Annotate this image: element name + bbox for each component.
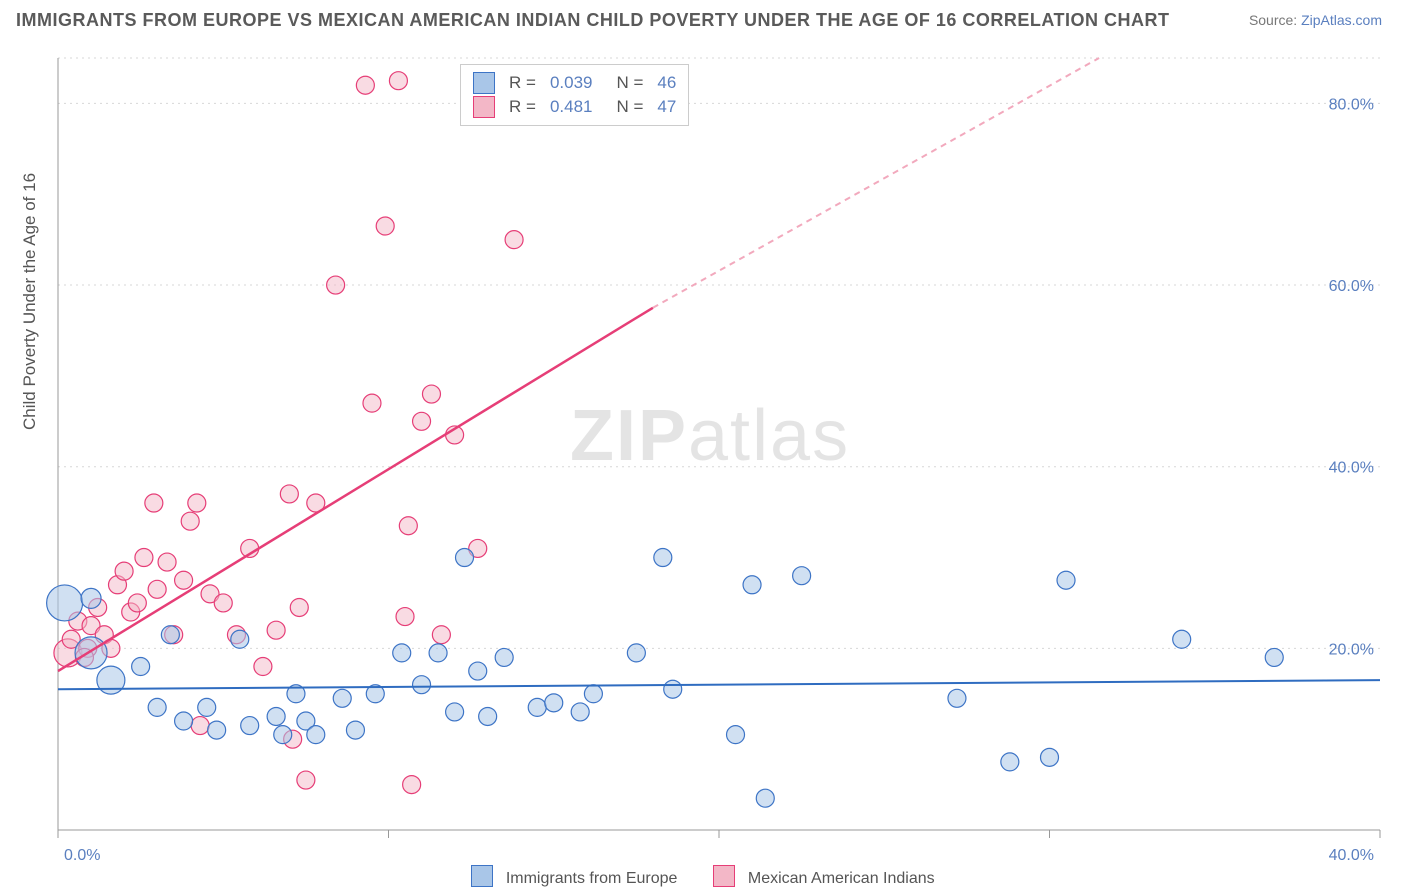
legend-label-b: Mexican American Indians — [748, 870, 935, 887]
legend-swatch-a — [471, 865, 493, 887]
legend-label-a: Immigrants from Europe — [506, 870, 678, 887]
legend-item-a: Immigrants from Europe — [471, 865, 677, 888]
x-legend: Immigrants from Europe Mexican American … — [0, 865, 1406, 888]
plot-svg: 20.0% 40.0% 60.0% 80.0% 0.0% 40.0% — [0, 0, 1406, 892]
svg-text:40.0%: 40.0% — [1329, 847, 1374, 864]
svg-text:60.0%: 60.0% — [1329, 278, 1374, 295]
correlation-legend-box: R =0.039N =46R =0.481N =47 — [460, 64, 689, 126]
svg-text:20.0%: 20.0% — [1329, 641, 1374, 658]
svg-text:80.0%: 80.0% — [1329, 96, 1374, 113]
legend-swatch-b — [713, 865, 735, 887]
svg-text:40.0%: 40.0% — [1329, 460, 1374, 477]
correlation-scatter-chart: IMMIGRANTS FROM EUROPE VS MEXICAN AMERIC… — [0, 0, 1406, 892]
svg-text:0.0%: 0.0% — [64, 847, 100, 864]
legend-item-b: Mexican American Indians — [713, 865, 934, 888]
